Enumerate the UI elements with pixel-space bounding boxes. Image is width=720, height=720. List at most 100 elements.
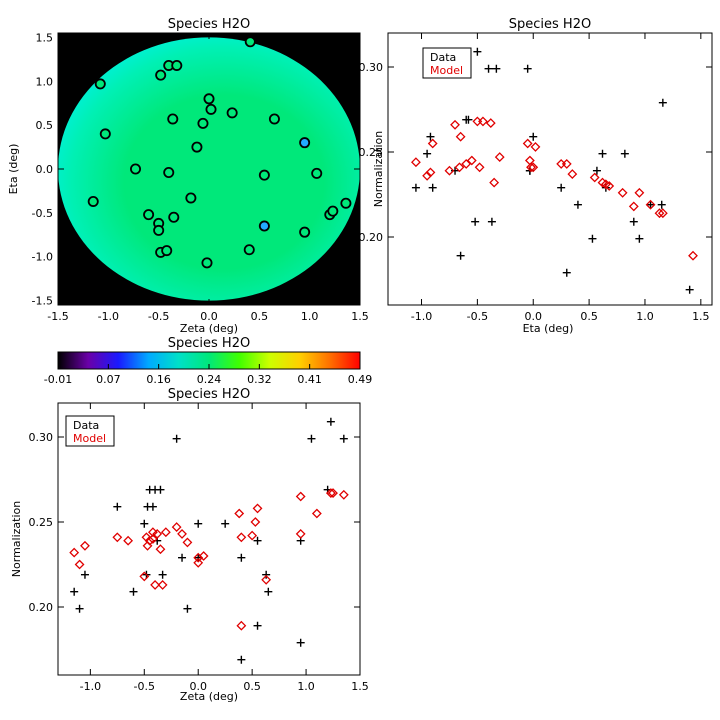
zeta-model-point [152,528,163,539]
colorbar-tick-label: 0.16 [146,373,171,386]
map-point [201,257,213,269]
eta-model-point [494,152,505,163]
zeta-data-point [129,587,138,596]
eta-model-point [466,155,477,166]
map-xtick-label: -1.5 [47,310,68,323]
zeta-model-point [295,491,306,502]
zeta-xtick-label: 0.0 [189,680,207,693]
zeta-model-point [160,527,171,538]
zeta-model-point [155,544,166,555]
colorbar-tick-label: 0.32 [247,373,272,386]
zeta-ytick-label: 0.30 [29,431,54,444]
zeta-model-point [171,522,182,533]
map-point [340,197,352,209]
zeta-xtick-label: 1.5 [351,680,369,693]
map-xtick-label: -1.0 [98,310,119,323]
eta-legend-model: Model [430,64,463,77]
map-point [153,224,165,236]
eta-data-point [629,217,638,226]
map-xtick-label: 0.5 [251,310,269,323]
zeta-title: Species H2O [168,387,250,402]
map-point [299,137,311,149]
eta-data-point [598,149,607,158]
eta-model-point [617,187,628,198]
eta-xtick-label: 0.5 [580,310,598,323]
map-point [197,117,209,129]
eta-model-point [526,162,536,173]
map-point [243,244,255,256]
map-point [87,195,99,207]
eta-data-point [658,98,667,107]
zeta-model-point [198,551,209,561]
eta-model-point [528,162,539,173]
zeta-data-point [296,638,305,647]
colorbar: Species H2O -0.01 0.07 0.16 0.24 0.32 0.41 0.4… [44,336,372,386]
eta-model-point [589,172,600,183]
eta-data-point [456,251,465,260]
zeta-model-point [295,528,306,539]
zeta-xtick-label: 0.5 [243,680,261,693]
zeta-model-point [139,571,150,582]
eta-model-point [604,181,615,191]
eta-data-point [471,217,480,226]
map-point [167,113,179,125]
zeta-y-label: Normalization [10,501,23,577]
eta-plot-frame [387,32,713,306]
eta-model-point [657,208,668,219]
eta-xtick-label: 0.0 [524,310,542,323]
zeta-model-point [177,528,187,539]
zeta-data-point [80,570,89,579]
zeta-legend: Data Model [65,415,115,447]
eta-data-point [635,234,644,243]
map-point [203,93,215,105]
map-xtick-label: 0.0 [200,310,218,323]
eta-model-point [427,138,438,149]
zeta-model-point [193,557,204,568]
eta-model-point [454,162,465,173]
zeta-data-point [264,587,273,596]
eta-data-point [592,166,601,175]
eta-ytick-label: 0.20 [359,231,384,244]
zeta-data-point [237,553,246,562]
zeta-data-point [75,604,84,613]
eta-model-point [561,158,572,169]
eta-data-point [484,64,493,73]
eta-model-point [450,119,460,130]
zeta-ytick-label: 0.25 [29,516,54,529]
zeta-model-point [80,540,90,551]
eta-y-label: Normalization [372,131,385,207]
zeta-model-point [147,534,158,544]
map-ytick-label: -1.5 [32,295,53,308]
zeta-data-point [178,553,187,562]
zeta-data-point [183,604,192,613]
zeta-data-point [158,570,167,579]
eta-ytick-label: 0.30 [359,61,384,74]
map-point [99,128,111,140]
zeta-model-point [69,547,80,558]
zeta-model-point [236,532,247,543]
eta-data-point [492,64,501,73]
zeta-model-point [250,517,261,527]
eta-model-point [422,170,433,181]
eta-legend-box [422,47,472,79]
eta-model-point [634,187,645,198]
zeta-model-point [157,579,168,590]
eta-model-point [688,250,698,261]
map-ytick-label: 1.5 [36,31,54,44]
eta-x-label: Eta (deg) [523,322,574,335]
zeta-xtick-label: 1.0 [297,680,315,693]
map-ytick-label: 1.0 [36,75,54,88]
zeta-data-point [140,519,149,528]
map-point [171,59,183,71]
eta-data-point [657,200,666,209]
eta-data-point [487,217,496,226]
map-field [58,37,360,301]
eta-model-point [444,165,455,176]
eta-model-point [628,201,639,212]
map-point [185,192,197,204]
eta-model-point [485,118,496,129]
eta-data-point [573,200,582,209]
map-point [94,78,106,90]
map-title: Species H2O [168,17,250,32]
